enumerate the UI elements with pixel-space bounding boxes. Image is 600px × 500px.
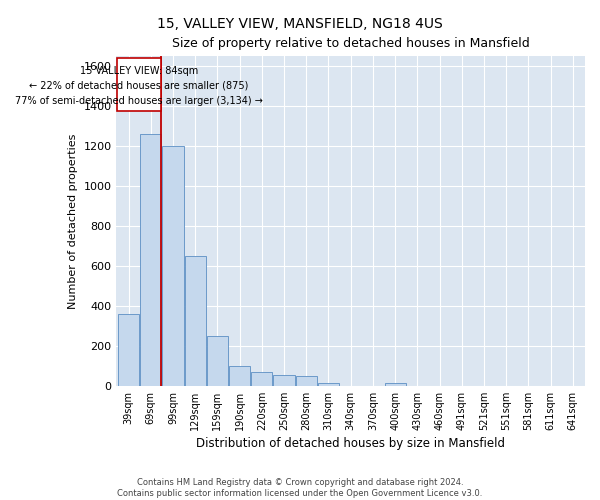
- Bar: [296, 376, 317, 386]
- Bar: [163, 146, 184, 386]
- Bar: [229, 366, 250, 386]
- Bar: [207, 336, 228, 386]
- Text: 77% of semi-detached houses are larger (3,134) →: 77% of semi-detached houses are larger (…: [15, 96, 263, 106]
- Text: ← 22% of detached houses are smaller (875): ← 22% of detached houses are smaller (87…: [29, 81, 249, 91]
- Y-axis label: Number of detached properties: Number of detached properties: [68, 133, 78, 308]
- FancyBboxPatch shape: [118, 58, 161, 111]
- Bar: [251, 372, 272, 386]
- Bar: [274, 375, 295, 386]
- Bar: [118, 314, 139, 386]
- X-axis label: Distribution of detached houses by size in Mansfield: Distribution of detached houses by size …: [196, 437, 505, 450]
- Bar: [140, 134, 161, 386]
- Text: 15 VALLEY VIEW: 84sqm: 15 VALLEY VIEW: 84sqm: [80, 66, 198, 76]
- Text: 15, VALLEY VIEW, MANSFIELD, NG18 4US: 15, VALLEY VIEW, MANSFIELD, NG18 4US: [157, 18, 443, 32]
- Bar: [385, 383, 406, 386]
- Title: Size of property relative to detached houses in Mansfield: Size of property relative to detached ho…: [172, 38, 530, 51]
- Bar: [185, 256, 206, 386]
- Text: Contains HM Land Registry data © Crown copyright and database right 2024.
Contai: Contains HM Land Registry data © Crown c…: [118, 478, 482, 498]
- Bar: [318, 383, 339, 386]
